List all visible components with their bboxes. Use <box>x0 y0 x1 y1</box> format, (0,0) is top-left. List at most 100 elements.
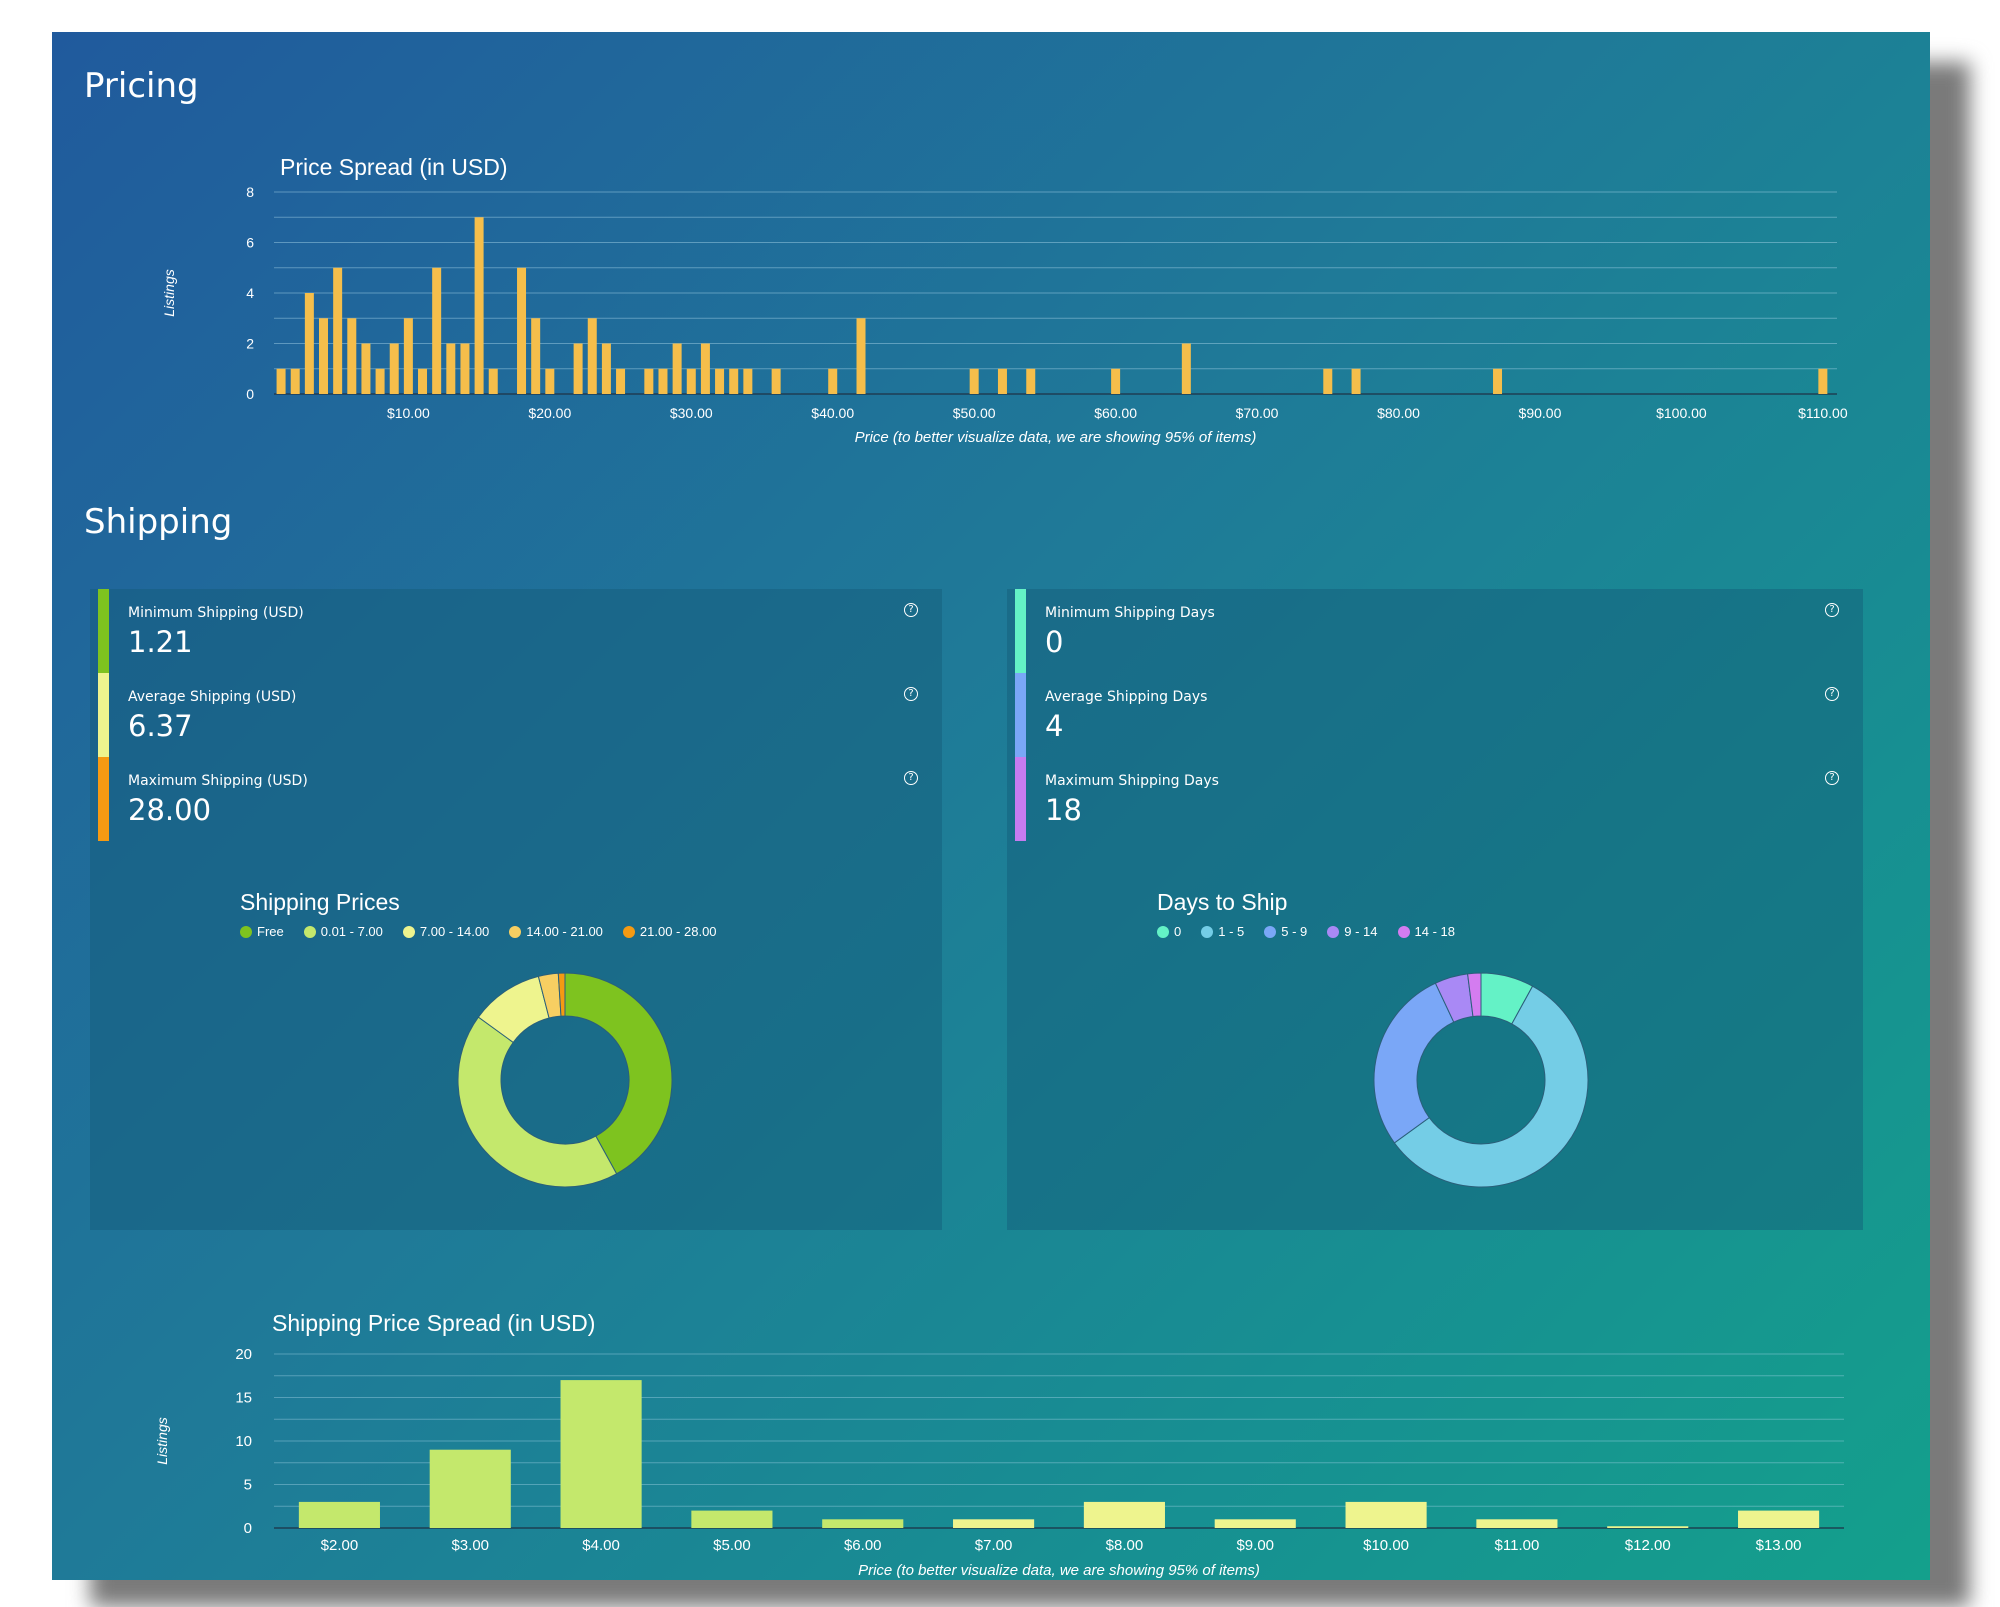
legend-label: 1 - 5 <box>1218 924 1245 939</box>
donut-slice <box>457 1016 618 1188</box>
x-tick-label: $10.00 <box>1363 1537 1409 1554</box>
legend-dot <box>509 925 522 938</box>
x-tick-label: $110.00 <box>1798 405 1848 421</box>
stat-value: 4 <box>1045 709 1064 743</box>
price-bar <box>517 267 527 394</box>
price-spread-chart: 0 2 4 6 8 $10.00 $20.00 $30.00 $40.00 $50.00 $60.0… <box>161 184 1848 446</box>
price-bar <box>828 368 838 394</box>
stat-value: 0 <box>1045 625 1064 659</box>
legend-dot <box>1264 925 1277 938</box>
stat-color-bar <box>98 757 109 841</box>
shipping-price-bar <box>1083 1501 1165 1528</box>
pricing-section-title: Pricing <box>84 66 199 106</box>
legend-label: 5 - 9 <box>1281 924 1308 939</box>
legend-dot <box>1397 925 1410 938</box>
price-bar <box>375 368 385 394</box>
x-tick-label: $20.00 <box>528 405 571 421</box>
price-bar <box>700 343 710 394</box>
price-bar <box>715 368 725 394</box>
legend-dot <box>402 925 415 938</box>
x-axis-label: Price (to better visualize data, we are … <box>858 1562 1260 1579</box>
price-bar <box>319 318 329 394</box>
y-tick-label: 0 <box>246 386 254 402</box>
price-bar <box>276 368 286 394</box>
stat-color-bar <box>98 673 109 757</box>
shipping-prices-title: Shipping Prices <box>240 889 400 915</box>
legend-label: 0.01 - 7.00 <box>320 924 383 939</box>
price-bar <box>729 368 739 394</box>
price-bar <box>1323 368 1333 394</box>
help-icon[interactable]: ? <box>1825 603 1839 617</box>
legend-item[interactable]: Free <box>240 924 284 939</box>
y-tick-label: 4 <box>246 285 254 301</box>
shipping-price-spread-chart: 0 5 10 15 20 $2.00 $3.00 $4.00 $5.00 $6.00 $7.00 $8… <box>154 1346 1844 1579</box>
x-tick-label: $60.00 <box>1094 405 1137 421</box>
legend-item[interactable]: 21.00 - 28.00 <box>622 924 717 939</box>
price-bar <box>403 318 413 394</box>
shipping-prices-legend: Free 0.01 - 7.00 7.00 - 14.00 14.00 - 21.00… <box>240 924 717 939</box>
x-tick-label: $70.00 <box>1236 405 1279 421</box>
legend-item[interactable]: 7.00 - 14.00 <box>402 924 489 939</box>
shipping-price-bar <box>953 1519 1035 1528</box>
shipping-prices-donut <box>457 972 673 1188</box>
price-bar <box>432 267 442 394</box>
legend-dot <box>303 925 316 938</box>
shipping-price-bar <box>691 1510 773 1528</box>
help-icon[interactable]: ? <box>904 771 918 785</box>
price-bar <box>997 368 1007 394</box>
legend-item[interactable]: 9 - 14 <box>1327 924 1378 939</box>
x-tick-label: $12.00 <box>1625 1537 1671 1554</box>
price-bar <box>460 343 470 394</box>
stat-color-bar <box>98 589 109 673</box>
legend-item[interactable]: 0.01 - 7.00 <box>303 924 383 939</box>
stat-label: Average Shipping Days <box>1045 689 1208 705</box>
x-tick-label: $80.00 <box>1377 405 1420 421</box>
price-bar <box>1493 368 1503 394</box>
legend-item[interactable]: 14 - 18 <box>1397 924 1455 939</box>
stat-value: 28.00 <box>128 793 212 827</box>
price-bar <box>304 293 314 394</box>
shipping-price-bar <box>298 1501 380 1528</box>
donut-slice <box>1467 972 1482 1018</box>
price-bar <box>1351 368 1361 394</box>
price-bar <box>1818 368 1828 394</box>
dashboard-panel: Pricing Price Spread (in USD) 0 2 4 6 8 $10.0… <box>52 32 1930 1580</box>
stat-label: Maximum Shipping (USD) <box>128 773 308 789</box>
legend-item[interactable]: 1 - 5 <box>1201 924 1244 939</box>
price-bar <box>333 267 343 394</box>
legend-label: 21.00 - 28.00 <box>639 924 717 939</box>
legend-label: 9 - 14 <box>1344 924 1378 939</box>
y-tick-label: 15 <box>235 1390 252 1407</box>
stat-color-bar <box>1015 589 1026 673</box>
help-icon[interactable]: ? <box>1825 687 1839 701</box>
legend-item[interactable]: 0 <box>1157 924 1181 939</box>
legend-label: 14 - 18 <box>1414 924 1455 939</box>
help-icon[interactable]: ? <box>1825 771 1839 785</box>
price-bar <box>856 318 866 394</box>
shipping-price-bar <box>560 1380 642 1528</box>
price-bar <box>644 368 654 394</box>
shipping-price-bar <box>1738 1510 1820 1528</box>
price-bar <box>601 343 611 394</box>
x-tick-label: $5.00 <box>713 1537 751 1554</box>
price-bar <box>531 318 541 394</box>
legend-label: 0 <box>1174 924 1182 939</box>
price-bar <box>474 217 484 394</box>
shipping-days-card: Minimum Shipping Days 0 ? Average Shippi… <box>1007 589 1863 1230</box>
shipping-price-bar <box>1607 1526 1689 1528</box>
x-tick-label: $9.00 <box>1236 1537 1274 1554</box>
help-icon[interactable]: ? <box>904 603 918 617</box>
legend-item[interactable]: 14.00 - 21.00 <box>509 924 603 939</box>
shipping-price-bar <box>822 1519 904 1528</box>
legend-item[interactable]: 5 - 9 <box>1264 924 1307 939</box>
stat-label: Maximum Shipping Days <box>1045 773 1219 789</box>
help-icon[interactable]: ? <box>904 687 918 701</box>
stat-min-shipping: Minimum Shipping (USD) 1.21 ? <box>90 589 942 673</box>
x-tick-label: $3.00 <box>451 1537 489 1554</box>
price-bar <box>545 368 555 394</box>
stat-color-bar <box>1015 673 1026 757</box>
price-bar <box>389 343 399 394</box>
x-tick-label: $10.00 <box>387 405 430 421</box>
stat-max-shipping: Maximum Shipping (USD) 28.00 ? <box>90 757 942 841</box>
stat-value: 18 <box>1045 793 1082 827</box>
